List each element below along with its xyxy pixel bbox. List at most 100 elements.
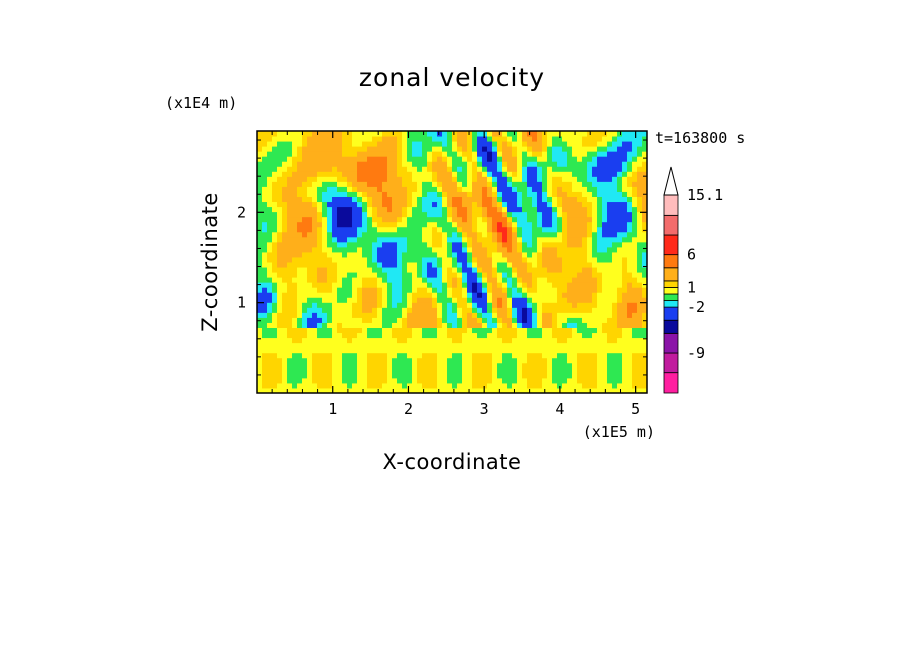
heatmap-cell bbox=[482, 151, 488, 157]
heatmap-cell bbox=[257, 231, 263, 238]
heatmap-cell bbox=[457, 262, 463, 268]
heatmap-cell bbox=[547, 236, 553, 243]
heatmap-cell bbox=[572, 211, 578, 218]
heatmap-cell bbox=[577, 156, 583, 162]
heatmap-cell bbox=[457, 317, 463, 323]
heatmap-cell bbox=[517, 367, 523, 374]
heatmap-cell bbox=[592, 372, 598, 379]
heatmap-cell bbox=[297, 196, 303, 203]
heatmap-cell bbox=[537, 317, 543, 323]
heatmap-cell bbox=[277, 267, 283, 273]
heatmap-cell bbox=[597, 146, 603, 152]
heatmap-cell bbox=[537, 372, 543, 379]
heatmap-cell bbox=[447, 282, 453, 288]
heatmap-cell bbox=[607, 332, 613, 339]
heatmap-cell bbox=[477, 161, 483, 167]
heatmap-cell bbox=[332, 236, 338, 243]
heatmap-cell bbox=[572, 246, 578, 253]
heatmap-cell bbox=[542, 307, 548, 313]
heatmap-cell bbox=[432, 131, 438, 137]
heatmap-cell bbox=[412, 357, 418, 364]
heatmap-cell bbox=[432, 332, 438, 339]
heatmap-cell bbox=[547, 241, 553, 248]
heatmap-cell bbox=[302, 166, 308, 172]
heatmap-cell bbox=[292, 246, 298, 253]
heatmap-cell bbox=[362, 337, 368, 344]
heatmap-cell bbox=[537, 131, 543, 137]
heatmap-cell bbox=[337, 362, 343, 369]
heatmap-cell bbox=[557, 156, 563, 162]
heatmap-cell bbox=[582, 317, 588, 323]
heatmap-cell bbox=[352, 196, 358, 203]
heatmap-cell bbox=[532, 277, 538, 283]
heatmap-cell bbox=[607, 131, 613, 137]
heatmap-cell bbox=[447, 151, 453, 157]
heatmap-cell bbox=[312, 342, 318, 349]
heatmap-cell bbox=[257, 367, 263, 374]
heatmap-cell bbox=[467, 337, 473, 344]
heatmap-cell bbox=[357, 272, 363, 278]
heatmap-cell bbox=[262, 166, 268, 172]
heatmap-cell bbox=[337, 262, 343, 268]
heatmap-cell bbox=[302, 256, 308, 263]
heatmap-cell bbox=[472, 372, 478, 379]
heatmap-cell bbox=[297, 317, 303, 323]
heatmap-cell bbox=[377, 312, 383, 318]
heatmap-cell bbox=[312, 226, 318, 233]
heatmap-cell bbox=[537, 357, 543, 364]
heatmap-cell bbox=[637, 312, 643, 318]
heatmap-cell bbox=[277, 357, 283, 364]
heatmap-cell bbox=[577, 292, 583, 298]
heatmap-cell bbox=[372, 246, 378, 253]
heatmap-cell bbox=[422, 201, 428, 208]
heatmap-cell bbox=[612, 171, 618, 177]
heatmap-cell bbox=[447, 337, 453, 344]
x-tick-label: 5 bbox=[631, 400, 640, 418]
heatmap-cell bbox=[282, 251, 288, 258]
heatmap-cell bbox=[642, 312, 647, 318]
heatmap-cell bbox=[257, 337, 263, 344]
heatmap-cell bbox=[627, 206, 633, 213]
heatmap-cell bbox=[322, 387, 328, 393]
heatmap-cell bbox=[382, 166, 388, 172]
heatmap-cell bbox=[432, 201, 438, 208]
heatmap-cell bbox=[567, 256, 573, 263]
heatmap-cell bbox=[272, 251, 278, 258]
heatmap-cell bbox=[472, 236, 478, 243]
heatmap-cell bbox=[442, 201, 448, 208]
heatmap-cell bbox=[342, 221, 348, 228]
heatmap-cell bbox=[352, 372, 358, 379]
heatmap-cell bbox=[642, 181, 647, 187]
heatmap-cell bbox=[557, 191, 563, 197]
heatmap-cell bbox=[412, 211, 418, 218]
heatmap-cell bbox=[292, 206, 298, 213]
heatmap-cell bbox=[362, 256, 368, 263]
heatmap-cell bbox=[322, 357, 328, 364]
heatmap-cell bbox=[372, 186, 378, 192]
heatmap-cell bbox=[517, 166, 523, 172]
heatmap-cell bbox=[632, 151, 638, 157]
heatmap-cell bbox=[472, 272, 478, 278]
heatmap-cell bbox=[522, 251, 528, 258]
heatmap-cell bbox=[582, 211, 588, 218]
heatmap-cell bbox=[637, 347, 643, 354]
heatmap-cell bbox=[262, 272, 268, 278]
heatmap-cell bbox=[472, 367, 478, 374]
heatmap-cell bbox=[567, 216, 573, 223]
heatmap-cell bbox=[502, 181, 508, 187]
heatmap-cell bbox=[272, 191, 278, 197]
heatmap-cell bbox=[417, 191, 423, 197]
heatmap-cell bbox=[577, 181, 583, 187]
heatmap-cell bbox=[452, 211, 458, 218]
heatmap-cell bbox=[582, 216, 588, 223]
heatmap-cell bbox=[642, 387, 647, 393]
heatmap-cell bbox=[567, 352, 573, 359]
heatmap-cell bbox=[577, 231, 583, 238]
heatmap-cell bbox=[267, 262, 273, 268]
heatmap-cell bbox=[532, 302, 538, 308]
heatmap-cell bbox=[387, 166, 393, 172]
heatmap-cell bbox=[642, 196, 647, 203]
heatmap-cell bbox=[267, 246, 273, 253]
heatmap-cell bbox=[617, 367, 623, 374]
heatmap-cell bbox=[312, 267, 318, 273]
